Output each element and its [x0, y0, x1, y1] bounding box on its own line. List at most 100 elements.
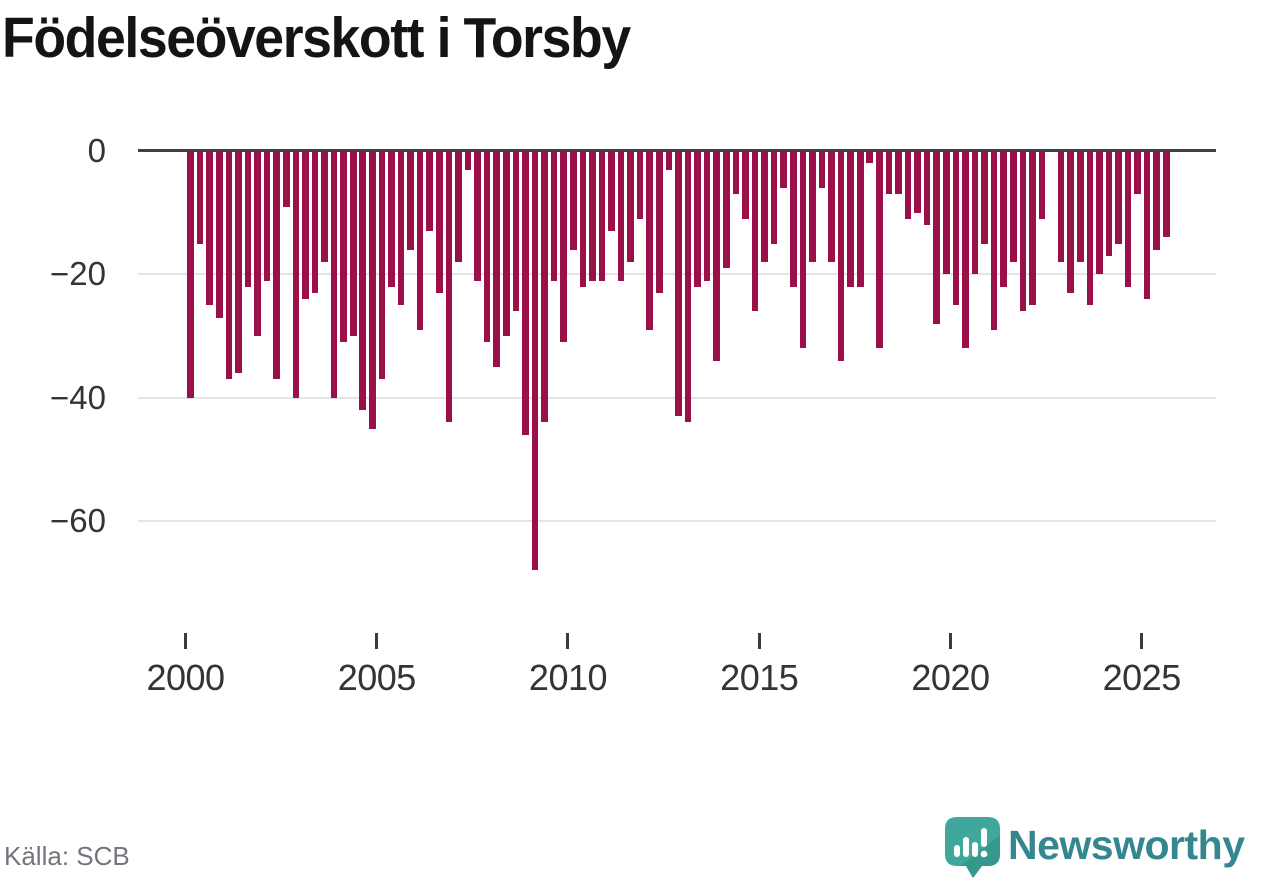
bar: [751, 151, 759, 312]
bar: [388, 151, 395, 287]
x-tick-label: 2020: [911, 657, 990, 698]
bar: [416, 151, 424, 330]
y-tick-label: −60: [50, 502, 106, 540]
bar: [541, 151, 548, 423]
bar: [1143, 151, 1151, 300]
bar: [349, 151, 357, 337]
bar: [847, 151, 854, 287]
bar: [722, 151, 730, 269]
bar: [1096, 151, 1103, 275]
bar: [818, 151, 826, 188]
bar: [1086, 151, 1094, 306]
bar: [531, 151, 539, 571]
x-tick-mark: [757, 633, 761, 649]
bar: [292, 151, 300, 398]
bar: [445, 151, 453, 423]
bar: [1009, 151, 1017, 263]
y-tick-label: −20: [50, 255, 106, 293]
bar: [522, 151, 529, 435]
bar: [675, 151, 682, 417]
x-tick-label: 2025: [1102, 657, 1182, 698]
bar: [1105, 151, 1113, 256]
brand-lockup: Newsworthy: [944, 817, 1260, 879]
bar: [665, 151, 673, 170]
bar: [617, 151, 625, 281]
bar: [971, 151, 979, 275]
bar: [1076, 151, 1084, 263]
bar: [837, 151, 845, 361]
bar: [589, 151, 596, 281]
bar: [569, 151, 577, 250]
bar: [215, 151, 223, 318]
bar: [1115, 151, 1122, 244]
bar: [1029, 151, 1036, 306]
chart-title: Födelseöverskott i Torsby: [2, 6, 631, 70]
bar: [684, 151, 692, 423]
bar: [196, 151, 204, 244]
newsworthy-wordmark: Newsworthy: [1008, 822, 1245, 868]
bar: [579, 151, 587, 287]
bar: [904, 151, 912, 219]
bar: [646, 151, 654, 330]
bar: [713, 151, 721, 361]
bar: [187, 151, 194, 398]
bar: [799, 151, 807, 349]
bar: [407, 151, 414, 250]
bar: [809, 151, 816, 263]
bar: [550, 151, 558, 281]
x-tick-mark: [1140, 633, 1144, 649]
bar: [206, 151, 214, 306]
bar: [703, 151, 711, 281]
bar: [464, 151, 472, 170]
bar: [780, 151, 787, 188]
bar: [1000, 151, 1007, 287]
gridline: [138, 520, 1216, 523]
bar: [598, 151, 606, 281]
bar: [876, 151, 883, 349]
bar: [1163, 151, 1170, 238]
bar: [340, 151, 347, 343]
bar: [263, 151, 271, 281]
bar: [962, 151, 969, 349]
x-tick-mark: [566, 633, 570, 649]
bar: [866, 151, 874, 164]
x-tick-label: 2005: [337, 657, 417, 698]
bar: [397, 151, 405, 306]
x-tick-label: 2000: [146, 657, 225, 698]
bar: [244, 151, 252, 287]
bar: [789, 151, 797, 287]
bar: [981, 151, 988, 244]
bar: [512, 151, 520, 312]
y-tick-label: 0: [87, 132, 106, 169]
bar: [895, 151, 902, 195]
bar: [282, 151, 290, 207]
bar: [273, 151, 280, 380]
bar: [742, 151, 749, 219]
bar: [885, 151, 893, 195]
bar: [502, 151, 510, 337]
bar: [302, 151, 309, 300]
bar: [914, 151, 921, 213]
bar: [923, 151, 931, 226]
bar: [455, 151, 462, 263]
bar: [856, 151, 864, 287]
x-tick-label: 2010: [528, 657, 608, 698]
bar: [732, 151, 740, 195]
bar: [1038, 151, 1046, 219]
bar: [1153, 151, 1161, 250]
bar: [770, 151, 778, 244]
bar: [436, 151, 443, 293]
x-tick-label: 2015: [720, 657, 799, 698]
bar: [933, 151, 941, 324]
bar: [1019, 151, 1027, 312]
zero-axis-line: [138, 149, 1216, 152]
bar: [636, 151, 644, 219]
bar: [1067, 151, 1074, 293]
bar: [378, 151, 386, 380]
bar: [1124, 151, 1132, 287]
bar: [321, 151, 328, 263]
bar: [474, 151, 481, 281]
bar: [369, 151, 376, 429]
bar: [694, 151, 701, 287]
